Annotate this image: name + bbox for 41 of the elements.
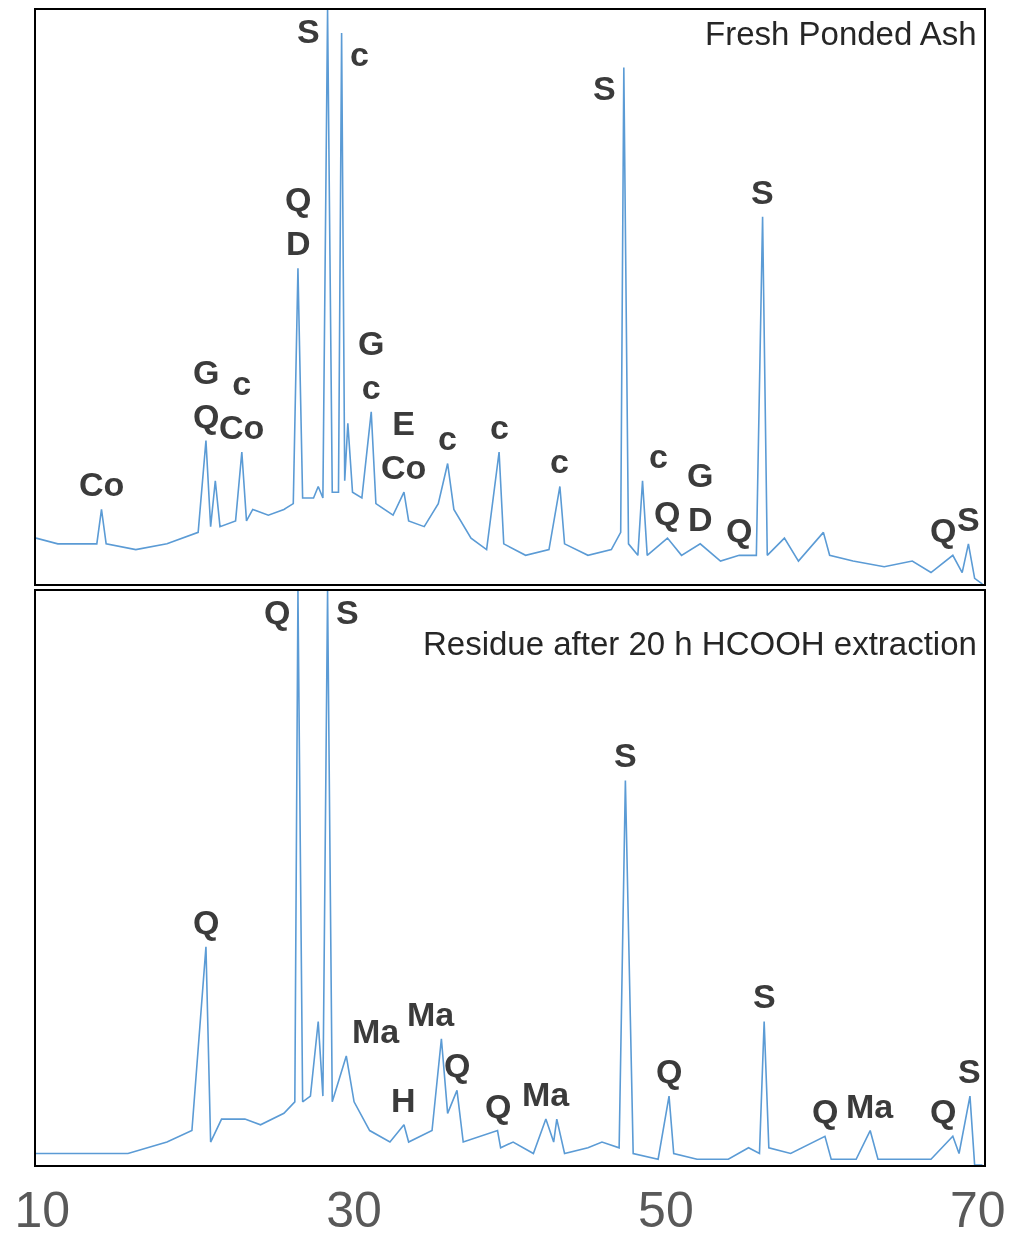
x-tick-label: 70 (949, 1181, 1006, 1238)
annotation: Q (485, 1087, 512, 1125)
annotation: Ma (522, 1075, 571, 1113)
annotation: c (350, 35, 369, 73)
annotation: Ma (407, 995, 456, 1033)
annotation: S (753, 977, 776, 1015)
annotation: Q (726, 511, 753, 549)
annotation: c (649, 437, 668, 475)
annotation: Q D (285, 180, 312, 263)
annotation: G Q (193, 353, 220, 436)
annotation: Q (193, 903, 220, 941)
chart-title: Fresh Ponded Ash (705, 15, 977, 52)
annotation: Q (656, 1052, 683, 1090)
x-tick-label: 30 (326, 1181, 382, 1238)
annotation: S (593, 69, 616, 107)
annotation: S (297, 12, 320, 50)
annotation: S (958, 1052, 981, 1090)
annotation: G D (687, 456, 714, 539)
annotation: Q (812, 1092, 839, 1130)
annotation: c (490, 408, 509, 446)
annotation: Q (444, 1046, 471, 1084)
annotation: Co (79, 465, 125, 503)
x-tick-label: 10 (14, 1181, 71, 1238)
annotation: c Co (219, 364, 265, 447)
annotation: G c (358, 324, 385, 407)
annotation: E Co (381, 404, 427, 487)
text: Residue after 20 h HCOOH extraction (423, 625, 977, 662)
annotation: Ma (846, 1087, 895, 1125)
annotation: c (438, 419, 457, 457)
x-tick-label: 50 (638, 1181, 694, 1238)
annotation: c (550, 442, 569, 480)
annotation: S (614, 736, 637, 774)
annotation: S (751, 173, 774, 211)
annotation: H (391, 1081, 416, 1119)
annotation: Q (264, 593, 291, 631)
annotation: Q (930, 1092, 957, 1130)
annotation: Q (930, 511, 957, 549)
annotation: S (957, 500, 980, 538)
annotation: Ma (352, 1012, 401, 1050)
annotation: S (336, 593, 359, 631)
annotation: Q (654, 494, 681, 532)
